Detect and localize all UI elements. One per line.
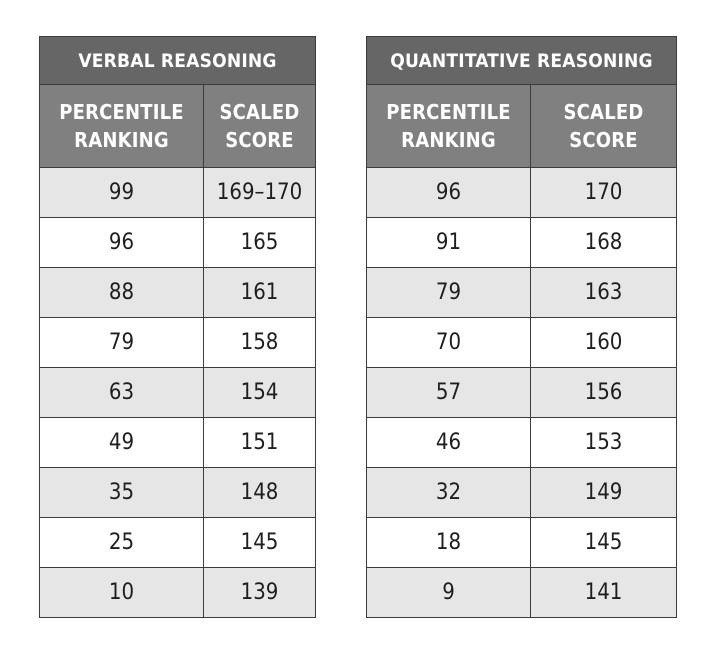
percentile-ranking-cell: 32 xyxy=(366,467,531,518)
percentile-ranking-cell: 63 xyxy=(39,367,204,418)
scaled-score-cell: 145 xyxy=(203,517,316,568)
table-row: 9 141 xyxy=(366,567,677,618)
percentile-ranking-cell: 79 xyxy=(39,317,204,368)
table-row: 79 158 xyxy=(39,317,316,368)
table-row: 46 153 xyxy=(366,417,677,468)
percentile-ranking-cell: 10 xyxy=(39,567,204,618)
percentile-ranking-cell: 49 xyxy=(39,417,204,468)
table-row: 70 160 xyxy=(366,317,677,368)
table-row: 57 156 xyxy=(366,367,677,418)
scaled-score-cell: 139 xyxy=(203,567,316,618)
percentile-ranking-cell: 96 xyxy=(366,167,531,218)
quantitative-reasoning-table: QUANTITATIVE REASONING PERCENTILE RANKIN… xyxy=(366,36,677,618)
table-row: 49 151 xyxy=(39,417,316,468)
table-row: 10 139 xyxy=(39,567,316,618)
table-row: 25 145 xyxy=(39,517,316,568)
scaled-score-cell: 170 xyxy=(530,167,677,218)
verbal-table-body: 99 169–170 96 165 88 161 79 158 63 154 49 151 35 148 2… xyxy=(39,167,316,618)
table-row: 18 145 xyxy=(366,517,677,568)
scaled-score-cell: 165 xyxy=(203,217,316,268)
verbal-scaled-header: SCALED SCORE xyxy=(203,84,316,168)
scaled-score-cell: 145 xyxy=(530,517,677,568)
table-row: 96 170 xyxy=(366,167,677,218)
scaled-score-cell: 168 xyxy=(530,217,677,268)
scaled-score-cell: 148 xyxy=(203,467,316,518)
quantitative-table-body: 96 170 91 168 79 163 70 160 57 156 46 153 32 149 18 145… xyxy=(366,167,677,618)
header-line: PERCENTILE xyxy=(386,100,511,124)
scaled-score-cell: 160 xyxy=(530,317,677,368)
percentile-ranking-cell: 18 xyxy=(366,517,531,568)
table-row: 99 169–170 xyxy=(39,167,316,218)
percentile-ranking-cell: 96 xyxy=(39,217,204,268)
percentile-ranking-cell: 99 xyxy=(39,167,204,218)
percentile-ranking-cell: 70 xyxy=(366,317,531,368)
header-line: PERCENTILE xyxy=(59,100,184,124)
percentile-ranking-cell: 9 xyxy=(366,567,531,618)
header-line: SCORE xyxy=(569,128,638,152)
table-row: 79 163 xyxy=(366,267,677,318)
verbal-table-title: VERBAL REASONING xyxy=(39,36,316,85)
scaled-score-cell: 163 xyxy=(530,267,677,318)
percentile-ranking-cell: 88 xyxy=(39,267,204,318)
scaled-score-cell: 149 xyxy=(530,467,677,518)
header-line: RANKING xyxy=(74,128,169,152)
percentile-ranking-cell: 91 xyxy=(366,217,531,268)
scaled-score-cell: 154 xyxy=(203,367,316,418)
percentile-ranking-cell: 25 xyxy=(39,517,204,568)
quantitative-scaled-header: SCALED SCORE xyxy=(530,84,677,168)
table-row: 91 168 xyxy=(366,217,677,268)
scaled-score-cell: 156 xyxy=(530,367,677,418)
percentile-ranking-cell: 57 xyxy=(366,367,531,418)
verbal-percentile-header: PERCENTILE RANKING xyxy=(39,84,204,168)
table-row: 32 149 xyxy=(366,467,677,518)
percentile-ranking-cell: 35 xyxy=(39,467,204,518)
table-row: 88 161 xyxy=(39,267,316,318)
header-line: RANKING xyxy=(401,128,496,152)
table-row: 63 154 xyxy=(39,367,316,418)
percentile-ranking-cell: 46 xyxy=(366,417,531,468)
scaled-score-cell: 153 xyxy=(530,417,677,468)
scaled-score-cell: 151 xyxy=(203,417,316,468)
header-line: SCALED xyxy=(219,100,300,124)
scaled-score-cell: 158 xyxy=(203,317,316,368)
header-line: SCORE xyxy=(225,128,294,152)
quantitative-percentile-header: PERCENTILE RANKING xyxy=(366,84,531,168)
verbal-reasoning-table: VERBAL REASONING PERCENTILE RANKING SCAL… xyxy=(39,36,316,618)
table-row: 96 165 xyxy=(39,217,316,268)
table-row: 35 148 xyxy=(39,467,316,518)
scaled-score-cell: 169–170 xyxy=(203,167,316,218)
quantitative-table-title: QUANTITATIVE REASONING xyxy=(366,36,677,85)
percentile-ranking-cell: 79 xyxy=(366,267,531,318)
scaled-score-cell: 141 xyxy=(530,567,677,618)
header-line: SCALED xyxy=(563,100,644,124)
scaled-score-cell: 161 xyxy=(203,267,316,318)
